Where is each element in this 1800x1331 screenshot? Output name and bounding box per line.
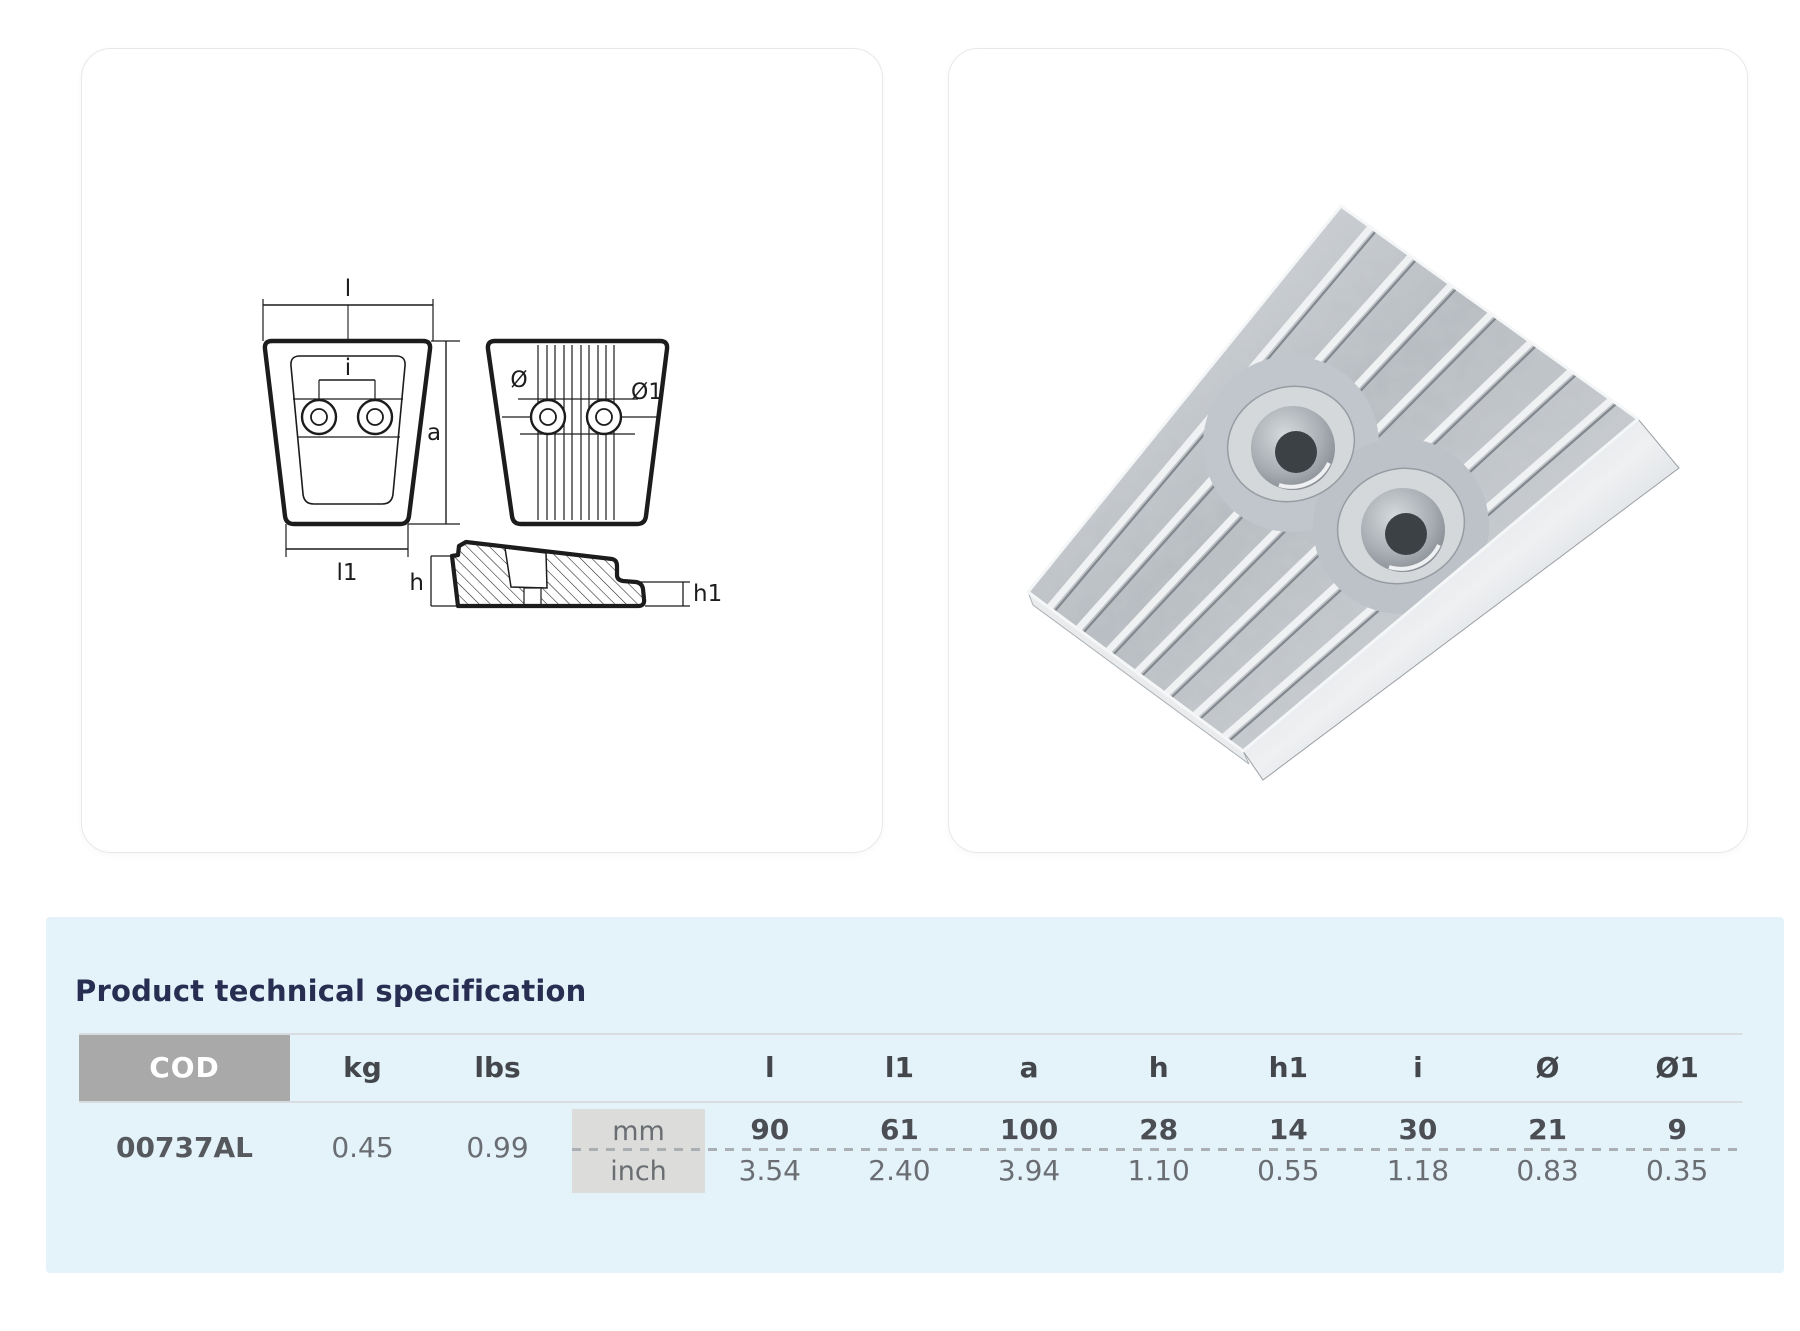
anode-hole-2: [1336, 467, 1466, 585]
dim-label-a: a: [427, 420, 441, 446]
value-inch-a: 3.94: [997, 1154, 1061, 1187]
cell-l: 90 3.54: [705, 1103, 835, 1193]
value-mm-h: 28: [1139, 1113, 1179, 1146]
col-header-a: a: [1019, 1051, 1039, 1084]
value-mm-l1: 61: [879, 1113, 919, 1146]
dim-label-l1: l1: [336, 560, 357, 586]
dim-label-i: i: [345, 355, 351, 381]
front-view: [262, 299, 460, 557]
unit-label-mm: mm: [612, 1116, 665, 1147]
col-header-h: h: [1148, 1051, 1169, 1084]
cell-dia1: 9 0.35: [1612, 1103, 1742, 1193]
value-inch-h1: 0.55: [1257, 1154, 1320, 1187]
col-header-cod: COD: [79, 1035, 290, 1101]
cell-h1: 14 0.55: [1224, 1103, 1354, 1193]
cell-a: 100 3.94: [964, 1103, 1094, 1193]
unit-label-inch: inch: [610, 1156, 667, 1187]
col-header-kg: kg: [343, 1051, 382, 1084]
rear-view: [485, 338, 670, 527]
value-mm-h1: 14: [1268, 1113, 1308, 1146]
col-header-l1: l1: [884, 1051, 914, 1084]
value-inch-i: 1.18: [1386, 1154, 1450, 1187]
cell-cod: 00737AL: [116, 1131, 253, 1164]
value-mm-dia: 21: [1528, 1113, 1568, 1146]
product-photo-card: [948, 48, 1748, 853]
col-header-dia: Ø: [1535, 1051, 1560, 1084]
value-mm-dia1: 9: [1667, 1113, 1687, 1146]
cell-kg: 0.45: [331, 1131, 394, 1164]
dim-label-l: l: [345, 276, 351, 302]
col-gap: [560, 1035, 572, 1101]
col-header-unit-spacer: [572, 1035, 705, 1101]
cell-unit-labels: mm inch: [572, 1109, 705, 1193]
value-mm-l: 90: [750, 1113, 790, 1146]
col-header-lbs: lbs: [474, 1051, 521, 1084]
value-inch-dia: 0.83: [1516, 1154, 1579, 1187]
value-inch-dia1: 0.35: [1646, 1154, 1709, 1187]
col-header-l: l: [765, 1051, 775, 1084]
value-mm-i: 30: [1398, 1113, 1438, 1146]
product-spec-panel: Product technical specification COD kg l…: [46, 917, 1784, 1273]
anode-hole-1: [1226, 385, 1356, 503]
spec-title: Product technical specification: [75, 974, 587, 1008]
dim-label-dia: Ø: [510, 368, 527, 393]
col-gap: [560, 1103, 572, 1193]
dim-label-h: h: [409, 570, 424, 596]
cell-h: 28 1.10: [1094, 1103, 1224, 1193]
spec-table-header-row: COD kg lbs l l1 a h h1 i Ø Ø1: [79, 1033, 1742, 1103]
cell-dia: 21 0.83: [1483, 1103, 1613, 1193]
dim-label-h1: h1: [693, 581, 722, 607]
value-inch-l: 3.54: [738, 1154, 801, 1187]
cell-l1: 61 2.40: [835, 1103, 965, 1193]
mm-inch-divider: [572, 1148, 1742, 1151]
value-inch-l1: 2.40: [868, 1154, 931, 1187]
value-inch-h: 1.10: [1127, 1154, 1190, 1187]
col-header-h1: h1: [1268, 1051, 1309, 1084]
technical-drawing-card: l i a l1 Ø Ø1 h h1: [81, 48, 883, 853]
product-photo: [1026, 204, 1680, 781]
spec-table: COD kg lbs l l1 a h h1 i Ø Ø1 00737AL 0.…: [79, 1033, 1742, 1193]
value-mm-a: 100: [999, 1113, 1059, 1146]
dim-label-dia1: Ø1: [631, 380, 662, 405]
side-section-view: [430, 539, 690, 609]
cell-lbs: 0.99: [466, 1131, 529, 1164]
col-header-i: i: [1413, 1051, 1423, 1084]
col-header-dia1: Ø1: [1655, 1051, 1699, 1084]
anode-edge-highlight: [1026, 204, 1640, 753]
technical-drawing: l i a l1 Ø Ø1 h h1: [262, 276, 722, 609]
spec-table-data-row: 00737AL 0.45 0.99 mm inch 90 3.54 61 2.4…: [79, 1103, 1742, 1193]
cell-i: 30 1.18: [1353, 1103, 1483, 1193]
